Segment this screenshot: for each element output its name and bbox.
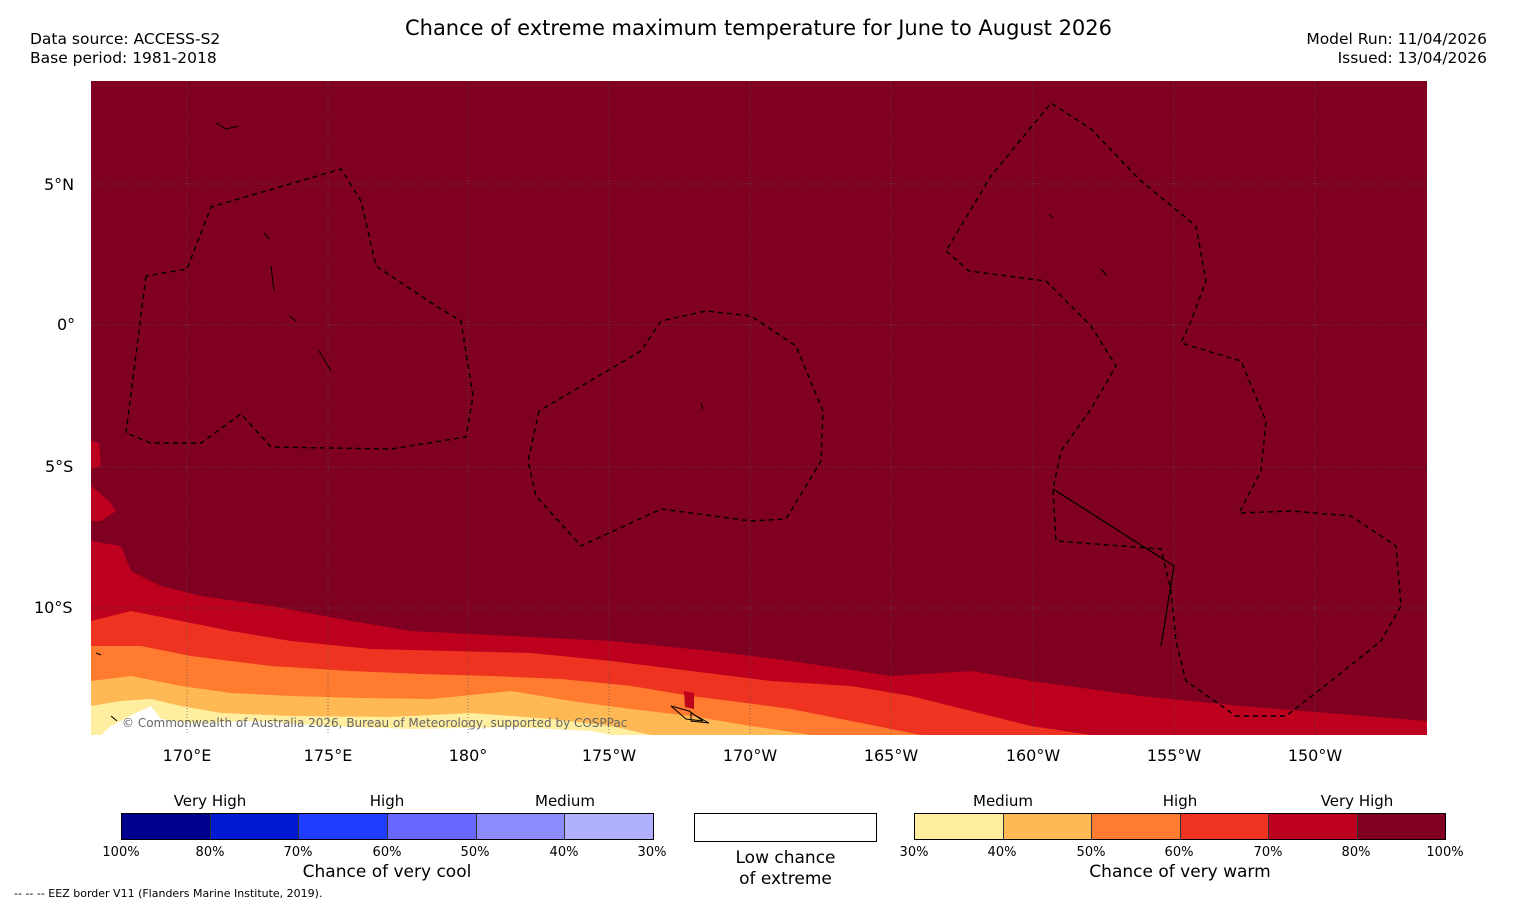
data-source: Data source: ACCESS-S2: [30, 30, 221, 48]
american-samoa-patch: [684, 691, 694, 709]
cool-label-medium: Medium: [535, 792, 595, 810]
graticule: [91, 81, 1427, 735]
lat-label-10s: 10°S: [34, 598, 73, 617]
cool-tick: 60%: [372, 845, 402, 860]
cool-tick: 100%: [102, 845, 140, 860]
model-run: Model Run: 11/04/2026: [1306, 30, 1487, 48]
island-samoa: [690, 712, 710, 724]
cool-tick: 50%: [460, 845, 490, 860]
lat-label-5n: 5°N: [44, 175, 75, 194]
cool-colorbar: [121, 813, 654, 840]
low-chance-label: Low chance of extreme: [694, 848, 877, 890]
low-chance-swatch: [694, 813, 877, 842]
cool-label-very-high: Very High: [173, 792, 247, 810]
base-period: Base period: 1981-2018: [30, 49, 217, 67]
warm-tick: 40%: [987, 845, 1017, 860]
lon-label-160w: 160°W: [1005, 746, 1061, 765]
eez-kiribati-line: [945, 102, 1402, 717]
lon-label-150w: 150°W: [1287, 746, 1343, 765]
island-outline: [1048, 213, 1054, 219]
cool-swatch-2: [299, 814, 389, 839]
meta-right: Model Run: 11/04/2026 Issued: 13/04/2026: [1306, 30, 1487, 68]
lat-label-5s: 5°S: [45, 457, 74, 476]
cool-label-high: High: [369, 792, 405, 810]
warm-label-high: High: [1162, 792, 1198, 810]
cool-tick: 30%: [637, 845, 667, 860]
warm-swatch-0: [915, 814, 1004, 839]
warm-swatch-2: [1092, 814, 1181, 839]
island-outline: [95, 652, 102, 656]
warm-label-medium: Medium: [973, 792, 1033, 810]
island-outline: [215, 122, 240, 130]
island-outline: [1100, 268, 1108, 277]
warm-swatch-3: [1180, 814, 1269, 839]
warm-colorbar: [914, 813, 1446, 840]
eez-borders: [125, 102, 1402, 717]
band-low: [101, 706, 611, 735]
low-chance-line2: of extreme: [739, 869, 832, 889]
warm-tick: 50%: [1076, 845, 1106, 860]
lon-label-170e: 170°E: [162, 746, 212, 765]
map-copyright: © Commonwealth of Australia 2026, Bureau…: [122, 716, 627, 730]
cool-tick: 70%: [283, 845, 313, 860]
cool-swatch-5: [565, 814, 654, 839]
island-outline: [110, 715, 118, 722]
warm-swatch-4: [1269, 814, 1358, 839]
lon-label-170w: 170°W: [722, 746, 778, 765]
warm-legend-title: Chance of very warm: [1089, 862, 1271, 882]
meta-left: Data source: ACCESS-S2 Base period: 1981…: [30, 30, 220, 68]
issued-date: Issued: 13/04/2026: [1337, 49, 1487, 67]
lon-label-180: 180°: [448, 746, 488, 765]
cool-swatch-3: [388, 814, 477, 839]
cool-tick: 80%: [195, 845, 225, 860]
cool-tick: 40%: [549, 845, 579, 860]
island-outline: [288, 315, 297, 322]
warm-tick: 60%: [1164, 845, 1194, 860]
cool-swatch-0: [122, 814, 211, 839]
warm-swatch-1: [1003, 814, 1092, 839]
eez-kiribati-gilbert: [125, 168, 474, 450]
island-outline: [700, 402, 704, 410]
warm-tick: 70%: [1253, 845, 1283, 860]
band-70-80-patch: [91, 441, 116, 521]
islands: [95, 122, 1108, 724]
lat-label-0: 0°: [57, 315, 76, 334]
warm-tick: 30%: [899, 845, 929, 860]
warm-tick: 100%: [1426, 845, 1464, 860]
chart-title: Chance of extreme maximum temperature fo…: [404, 16, 1113, 40]
temperature-map: © Commonwealth of Australia 2026, Bureau…: [91, 81, 1427, 735]
lon-label-175w: 175°W: [581, 746, 637, 765]
island-outline: [263, 232, 270, 240]
lon-label-155w: 155°W: [1146, 746, 1202, 765]
cool-legend-title: Chance of very cool: [302, 862, 472, 882]
lon-label-175e: 175°E: [303, 746, 353, 765]
cool-swatch-4: [476, 814, 566, 839]
island-outline: [270, 265, 275, 292]
warm-swatch-5: [1357, 814, 1445, 839]
warm-label-very-high: Very High: [1320, 792, 1394, 810]
eez-kiribati-phoenix: [527, 310, 824, 547]
lon-label-165w: 165°W: [863, 746, 919, 765]
island-outline: [318, 350, 332, 372]
low-chance-line1: Low chance: [735, 848, 836, 868]
cool-swatch-1: [210, 814, 300, 839]
eez-solid-border: [1052, 488, 1175, 647]
warm-tick: 80%: [1341, 845, 1371, 860]
footnote: -- -- -- EEZ border V11 (Flanders Marine…: [14, 887, 323, 900]
island-samoa: [670, 705, 704, 722]
